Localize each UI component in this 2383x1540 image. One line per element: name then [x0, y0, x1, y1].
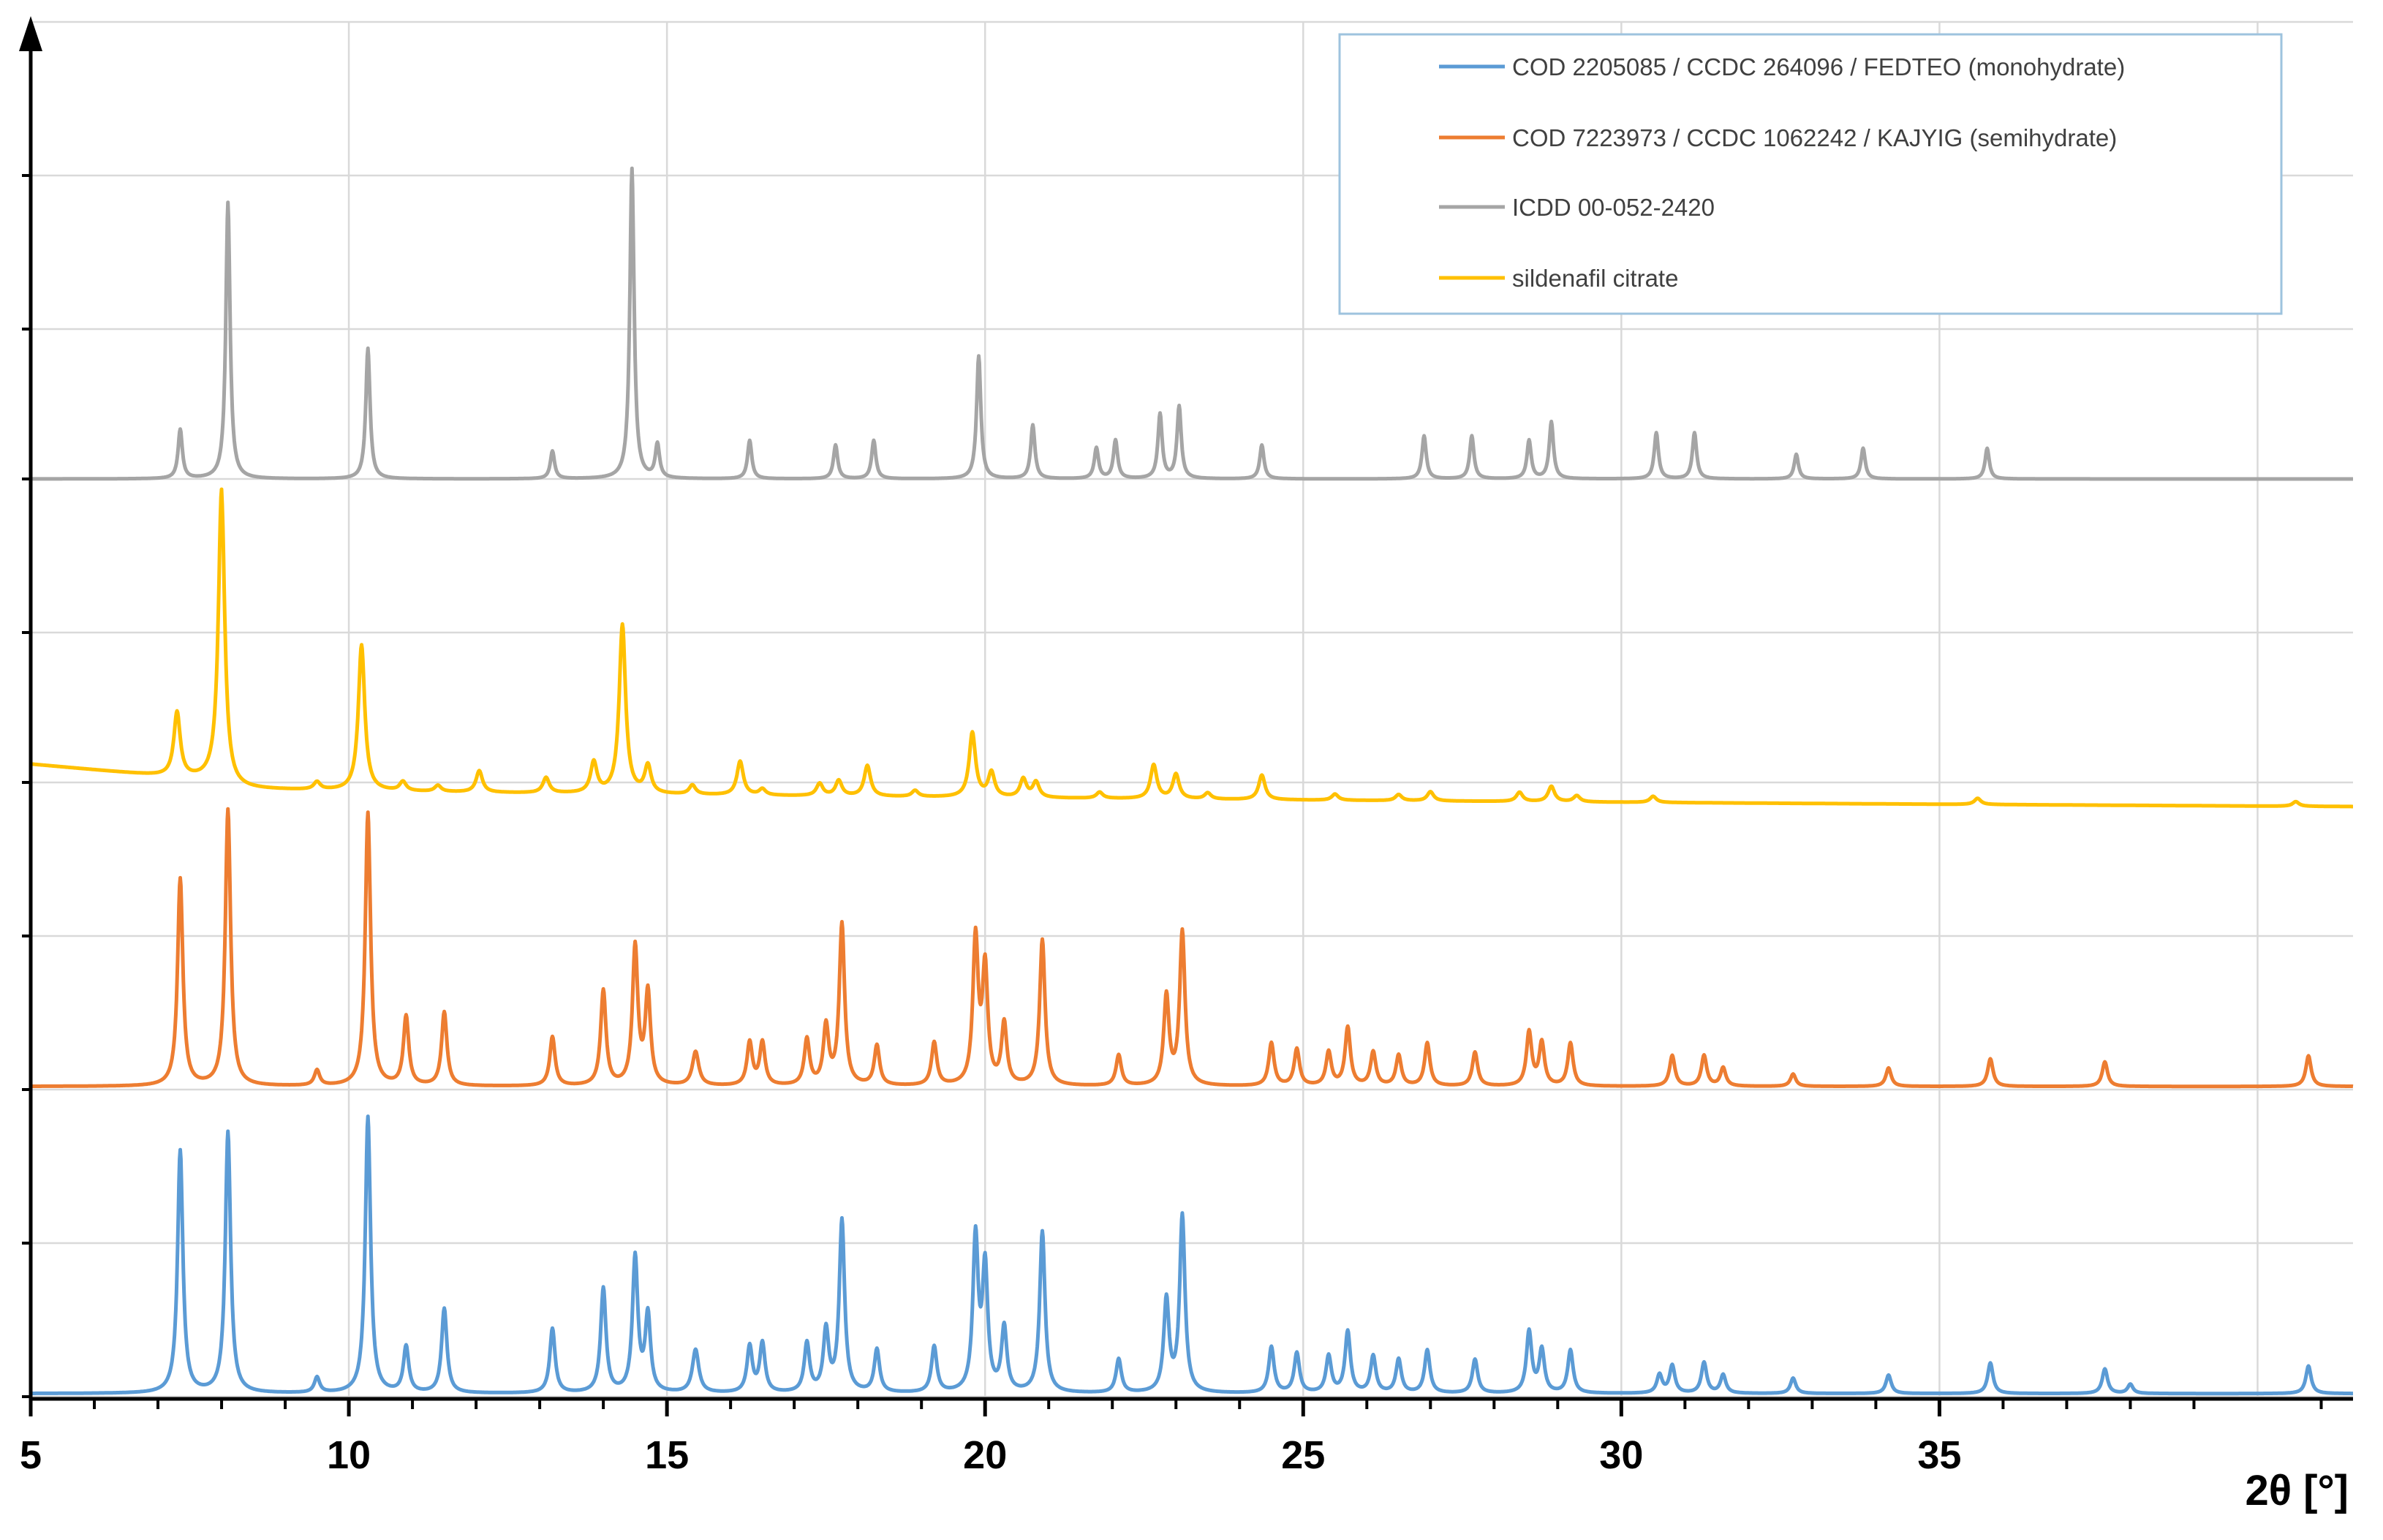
x-axis-title: 2θ [°]: [2245, 1467, 2349, 1514]
axes-layer: 5 10 15 20 25 30 35 2θ [°]: [19, 16, 2353, 1514]
series-line-3: [29, 487, 2354, 809]
y-axis-arrow-icon: [19, 16, 42, 51]
series-line-0: [29, 1114, 2354, 1396]
x-tick-label: 5: [20, 1433, 42, 1477]
x-tick-label: 25: [1281, 1433, 1325, 1477]
legend-label: sildenafil citrate: [1512, 265, 1678, 292]
legend: COD 2205085 / CCDC 264096 / FEDTEO (mono…: [1338, 33, 2283, 315]
legend-label: COD 2205085 / CCDC 264096 / FEDTEO (mono…: [1512, 53, 2125, 80]
grid-layer: [31, 20, 2353, 1399]
x-tick-label: 30: [1599, 1433, 1643, 1477]
series-line-2: [29, 166, 2354, 481]
series-layer: [29, 166, 2354, 1396]
series-line-1: [29, 807, 2354, 1089]
legend-box: [1338, 33, 2283, 315]
legend-label: ICDD 00-052-2420: [1512, 194, 1715, 221]
x-tick-label: 35: [1917, 1433, 1961, 1477]
x-tick-label: 15: [645, 1433, 689, 1477]
x-tick-label: 20: [963, 1433, 1007, 1477]
legend-label: COD 7223973 / CCDC 1062242 / KAJYIG (sem…: [1512, 124, 2117, 151]
x-tick-label: 10: [327, 1433, 371, 1477]
